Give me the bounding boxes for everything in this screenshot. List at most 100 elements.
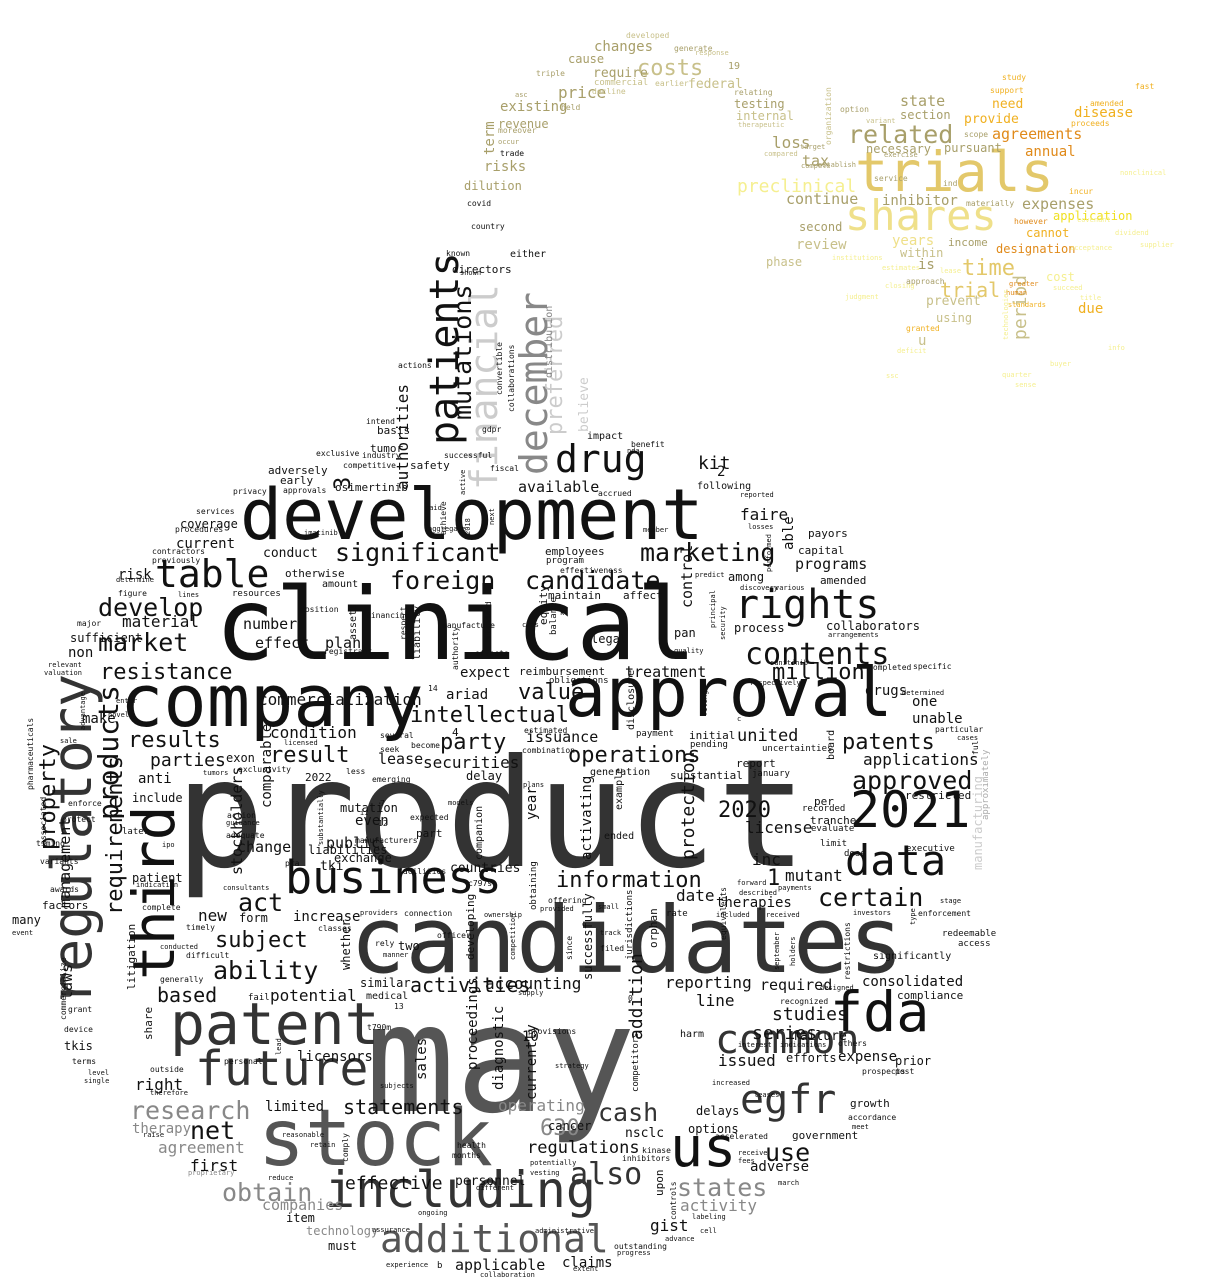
- cloud-word-y2018: 2018: [464, 518, 472, 535]
- cloud-word-upon: upon: [653, 1169, 666, 1197]
- cloud-word-ipo: ipo: [162, 841, 175, 849]
- cloud-word-ended: ended: [604, 831, 635, 842]
- cloud-word-collaborations: collaborations: [507, 344, 516, 412]
- cloud-word-rate: rate: [666, 909, 688, 919]
- cloud-word-basis: basis: [377, 424, 411, 437]
- cloud-word-completed: completed: [868, 663, 912, 672]
- cloud-word-asc: asc: [515, 91, 528, 99]
- cloud-word-public: public: [326, 834, 381, 852]
- cloud-word-consolidated: consolidated: [862, 974, 964, 990]
- cloud-word-loss: loss: [772, 133, 811, 152]
- cloud-word-effectiveness: effectiveness: [560, 566, 623, 575]
- cloud-word-maintain: maintain: [548, 589, 601, 602]
- cloud-word-coverage: coverage: [180, 517, 238, 531]
- cloud-word-control: control: [678, 544, 696, 608]
- cloud-word-patent: patent: [170, 990, 380, 1058]
- cloud-word-sunitinib: sunitinib: [770, 659, 808, 667]
- cloud-word-provided: provided: [540, 905, 574, 913]
- cloud-word-us: us: [670, 1115, 737, 1179]
- cloud-word-kinase: kinase: [642, 1146, 671, 1155]
- cloud-word-indication: indication: [136, 881, 179, 889]
- cloud-word-similar: similar: [360, 976, 411, 990]
- cloud-word-option: option: [840, 105, 869, 114]
- cloud-word-potentially: potentially: [530, 1159, 577, 1167]
- cloud-word-required: required: [760, 976, 833, 994]
- cloud-word-compliance: compliance: [897, 989, 964, 1002]
- cloud-word-liabilities: liabilities: [308, 843, 388, 857]
- cloud-word-compared: compared: [764, 150, 798, 158]
- cloud-word-development: development: [240, 474, 704, 556]
- cloud-word-first: first: [190, 1156, 239, 1175]
- cloud-word-cases: cases: [957, 734, 979, 742]
- cloud-word-increase: increase: [293, 909, 361, 925]
- cloud-word-specific: specific: [913, 662, 952, 671]
- cloud-word-uncertainties: uncertainties: [762, 744, 833, 754]
- cloud-word-cost: cost: [1046, 270, 1075, 284]
- cloud-word-therapies: therapies: [716, 895, 792, 911]
- cloud-word-y2021: 2021: [850, 781, 971, 839]
- cloud-word-classes: classes: [318, 924, 352, 933]
- cloud-word-consultants: consultants: [223, 884, 270, 892]
- cloud-word-activities: activities: [410, 973, 531, 997]
- cloud-word-enforcement: enforcement: [918, 909, 971, 918]
- cloud-word-lead: lead: [275, 1038, 283, 1055]
- cloud-word-equity: equity: [537, 585, 550, 625]
- cloud-word-available: available: [518, 478, 600, 496]
- cloud-word-facilities: facilities: [398, 867, 447, 876]
- cloud-word-type: type: [909, 908, 917, 925]
- cloud-word-rights: rights: [735, 582, 880, 628]
- cloud-word-programs: programs: [795, 555, 868, 573]
- cloud-word-human: human: [1006, 289, 1028, 297]
- cloud-word-activity: activity: [680, 1196, 758, 1215]
- cloud-word-cros: cros: [522, 621, 539, 629]
- cloud-word-tki: tki: [320, 859, 344, 874]
- cloud-word-fees: fees: [738, 1157, 755, 1165]
- cloud-word-is: is: [918, 257, 935, 273]
- cloud-word-target: target: [800, 143, 826, 151]
- cloud-word-directors: directors: [452, 263, 512, 276]
- cloud-word-fail: fail: [248, 993, 270, 1003]
- cloud-word-phase: phase: [766, 255, 803, 269]
- cloud-word-authority: authority: [451, 626, 460, 670]
- cloud-word-even: even: [355, 813, 389, 829]
- cloud-word-pan: pan: [674, 626, 696, 640]
- cloud-word-included: included: [716, 911, 750, 919]
- cloud-word-many: many: [12, 913, 41, 927]
- cloud-word-y630: 630: [540, 1116, 580, 1141]
- cloud-word-enter: enter: [116, 697, 138, 705]
- cloud-word-generate: generate: [674, 44, 713, 53]
- cloud-word-standards: standards: [1008, 301, 1046, 309]
- cloud-word-recorded: recorded: [802, 804, 846, 814]
- cloud-word-y14: 14: [428, 684, 438, 693]
- cloud-word-triple: triple: [536, 69, 565, 78]
- cloud-word-cause: cause: [568, 52, 605, 66]
- cloud-word-losses: losses: [748, 523, 774, 531]
- cloud-word-yellow9: deficit: [897, 347, 927, 355]
- cloud-word-leases: leases: [754, 1091, 780, 1099]
- cloud-word-result: result: [270, 743, 350, 768]
- cloud-word-right: right: [135, 1075, 184, 1094]
- cloud-word-therefore: therefore: [150, 1089, 188, 1097]
- cloud-word-program: program: [546, 556, 584, 566]
- cloud-word-yellow15: estimates: [882, 264, 920, 272]
- cloud-word-limit: limit: [820, 839, 848, 849]
- cloud-word-yellow4: succeed: [1053, 284, 1083, 292]
- cloud-word-legal: legal: [591, 632, 628, 646]
- cloud-word-stage: stage: [940, 897, 962, 905]
- cloud-word-months: months: [452, 1151, 481, 1160]
- cloud-word-pursuant: pursuant: [944, 141, 1002, 155]
- cloud-word-section: section: [900, 108, 951, 122]
- cloud-word-adequate: adequate: [226, 831, 265, 840]
- cloud-word-greater: greater: [1009, 280, 1039, 288]
- cloud-word-rely: rely: [375, 939, 395, 948]
- cloud-word-various: various: [775, 584, 805, 592]
- cloud-word-ownership: ownership: [484, 911, 522, 919]
- cloud-word-enforce: enforce: [68, 799, 102, 808]
- cloud-word-revenue: revenue: [498, 117, 549, 131]
- cloud-word-protection: protection: [678, 751, 699, 860]
- cloud-word-competitive: competitive: [343, 461, 396, 470]
- cloud-word-outside: outside: [150, 1065, 184, 1074]
- cloud-word-earlier: earlier: [655, 79, 689, 88]
- cloud-word-models: models: [448, 799, 474, 807]
- cloud-word-operations: operations: [568, 743, 701, 768]
